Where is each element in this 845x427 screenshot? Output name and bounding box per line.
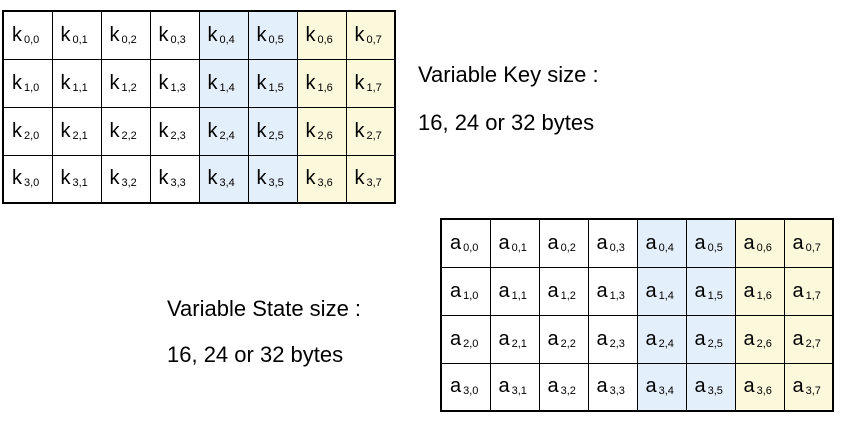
key-cell-3-2: k 3,2 <box>100 154 151 204</box>
state-cell-2-3: a 2,3 <box>587 314 638 364</box>
key-cell-1-2: k 1,2 <box>100 58 151 108</box>
key-cell-2-6: k 2,6 <box>296 106 347 156</box>
key-row-3: k 3,0 k 3,1 k 3,2 k 3,3 k 3,4 k 3,5 k 3,6 k 3,7 <box>2 154 396 204</box>
state-cell-0-2: a 0,2 <box>538 218 589 268</box>
state-size-label: Variable State size : <box>167 296 362 321</box>
key-cell-1-5: k 1,5 <box>247 58 298 108</box>
state-cell-2-2: a 2,2 <box>538 314 589 364</box>
state-cell-1-3: a 1,3 <box>587 266 638 316</box>
state-cell-1-6: a 1,6 <box>734 266 785 316</box>
key-row-2: k 2,0 k 2,1 k 2,2 k 2,3 k 2,4 k 2,5 k 2,6 k 2,7 <box>2 106 396 156</box>
key-cell-2-3: k 2,3 <box>149 106 200 156</box>
state-matrix: a 0,0 a 0,1 a 0,2 a 0,3 a 0,4 a 0,5 a 0,6 a 0,7 a 1,0 a 1,1… <box>440 218 834 412</box>
key-cell-3-3: k 3,3 <box>149 154 200 204</box>
state-cell-3-4: a 3,4 <box>636 362 687 412</box>
state-cell-2-1: a 2,1 <box>489 314 540 364</box>
state-cell-3-2: a 3,2 <box>538 362 589 412</box>
state-cell-0-5: a 0,5 <box>685 218 736 268</box>
key-size-values: 16, 24 or 32 bytes <box>418 110 595 135</box>
state-cell-2-7: a 2,7 <box>783 314 834 364</box>
key-cell-3-0: k 3,0 <box>2 154 53 204</box>
key-cell-0-7: k 0,7 <box>345 10 396 60</box>
state-size-values: 16, 24 or 32 bytes <box>167 342 344 367</box>
key-cell-3-5: k 3,5 <box>247 154 298 204</box>
state-cell-1-7: a 1,7 <box>783 266 834 316</box>
key-cell-2-2: k 2,2 <box>100 106 151 156</box>
state-cell-1-2: a 1,2 <box>538 266 589 316</box>
state-cell-3-3: a 3,3 <box>587 362 638 412</box>
key-cell-1-3: k 1,3 <box>149 58 200 108</box>
state-cell-2-6: a 2,6 <box>734 314 785 364</box>
state-row-1: a 1,0 a 1,1 a 1,2 a 1,3 a 1,4 a 1,5 a 1,6 a 1,7 <box>440 266 834 316</box>
state-cell-1-4: a 1,4 <box>636 266 687 316</box>
key-cell-0-0: k 0,0 <box>2 10 53 60</box>
state-row-2: a 2,0 a 2,1 a 2,2 a 2,3 a 2,4 a 2,5 a 2,6 a 2,7 <box>440 314 834 364</box>
key-cell-0-5: k 0,5 <box>247 10 298 60</box>
key-cell-0-6: k 0,6 <box>296 10 347 60</box>
state-cell-0-3: a 0,3 <box>587 218 638 268</box>
key-cell-3-1: k 3,1 <box>51 154 102 204</box>
state-cell-1-1: a 1,1 <box>489 266 540 316</box>
state-cell-1-5: a 1,5 <box>685 266 736 316</box>
key-cell-3-4: k 3,4 <box>198 154 249 204</box>
key-size-label: Variable Key size : <box>418 62 599 87</box>
state-cell-1-0: a 1,0 <box>440 266 491 316</box>
key-cell-0-1: k 0,1 <box>51 10 102 60</box>
key-cell-3-7: k 3,7 <box>345 154 396 204</box>
state-cell-0-6: a 0,6 <box>734 218 785 268</box>
key-cell-1-6: k 1,6 <box>296 58 347 108</box>
state-cell-3-0: a 3,0 <box>440 362 491 412</box>
state-row-0: a 0,0 a 0,1 a 0,2 a 0,3 a 0,4 a 0,5 a 0,6 a 0,7 <box>440 218 834 268</box>
state-cell-2-0: a 2,0 <box>440 314 491 364</box>
key-cell-1-7: k 1,7 <box>345 58 396 108</box>
key-cell-1-4: k 1,4 <box>198 58 249 108</box>
key-row-0: k 0,0 k 0,1 k 0,2 k 0,3 k 0,4 k 0,5 k 0,6 k 0,7 <box>2 10 396 60</box>
key-cell-2-4: k 2,4 <box>198 106 249 156</box>
state-cell-2-4: a 2,4 <box>636 314 687 364</box>
state-cell-0-0: a 0,0 <box>440 218 491 268</box>
state-cell-3-6: a 3,6 <box>734 362 785 412</box>
key-cell-0-4: k 0,4 <box>198 10 249 60</box>
state-row-3: a 3,0 a 3,1 a 3,2 a 3,3 a 3,4 a 3,5 a 3,6 a 3,7 <box>440 362 834 412</box>
key-cell-3-6: k 3,6 <box>296 154 347 204</box>
key-cell-2-7: k 2,7 <box>345 106 396 156</box>
key-cell-2-5: k 2,5 <box>247 106 298 156</box>
key-cell-2-1: k 2,1 <box>51 106 102 156</box>
key-cell-0-2: k 0,2 <box>100 10 151 60</box>
key-row-1: k 1,0 k 1,1 k 1,2 k 1,3 k 1,4 k 1,5 k 1,6 k 1,7 <box>2 58 396 108</box>
key-cell-2-0: k 2,0 <box>2 106 53 156</box>
state-cell-0-4: a 0,4 <box>636 218 687 268</box>
state-cell-2-5: a 2,5 <box>685 314 736 364</box>
key-cell-0-3: k 0,3 <box>149 10 200 60</box>
key-cell-1-1: k 1,1 <box>51 58 102 108</box>
state-cell-0-1: a 0,1 <box>489 218 540 268</box>
state-cell-3-5: a 3,5 <box>685 362 736 412</box>
state-cell-3-7: a 3,7 <box>783 362 834 412</box>
state-cell-3-1: a 3,1 <box>489 362 540 412</box>
key-cell-1-0: k 1,0 <box>2 58 53 108</box>
state-cell-0-7: a 0,7 <box>783 218 834 268</box>
key-matrix: k 0,0 k 0,1 k 0,2 k 0,3 k 0,4 k 0,5 k 0,6 k 0,7 k 1,0 k 1,1… <box>2 10 396 204</box>
